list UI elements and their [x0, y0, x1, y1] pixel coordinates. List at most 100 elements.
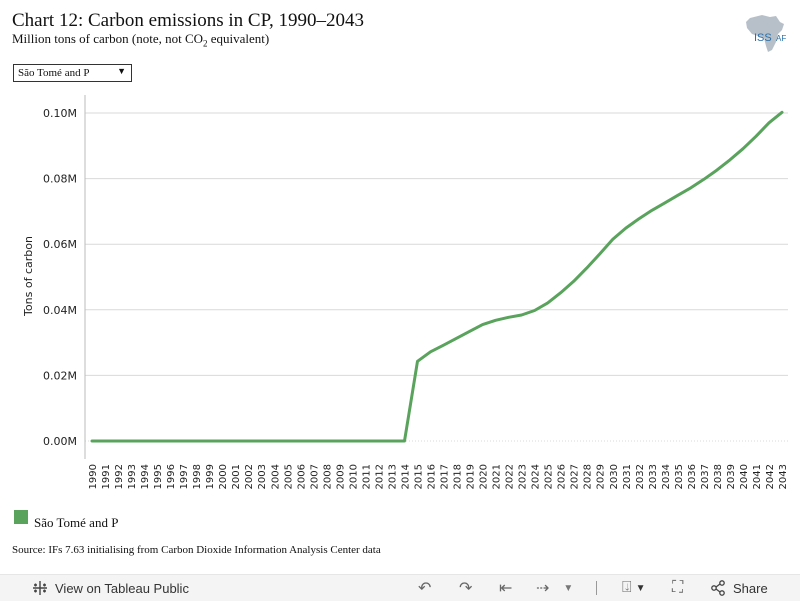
- share-button[interactable]: Share: [710, 575, 768, 601]
- download-icon: ⍗: [622, 579, 632, 596]
- y-axis-label: Tons of carbon: [22, 236, 35, 317]
- x-tick-label: 1991: [101, 464, 112, 489]
- redo-button[interactable]: ↷: [459, 575, 472, 601]
- x-tick-label: 2011: [361, 464, 372, 489]
- x-tick-label: 2014: [400, 464, 411, 489]
- x-tick-label: 2039: [726, 464, 737, 489]
- africa-map-icon: ISS AF: [746, 15, 786, 52]
- dropdown-arrow-icon: ▼: [117, 66, 126, 76]
- x-tick-label: 2005: [283, 464, 294, 489]
- grid-lines: [85, 112, 788, 442]
- refresh-chevron-down-icon: ▼: [563, 582, 574, 594]
- view-on-tableau-button[interactable]: View on Tableau Public: [32, 575, 189, 601]
- y-tick-label: 0.00M: [43, 435, 77, 448]
- x-tick-label: 2027: [570, 464, 581, 489]
- download-chevron-down-icon: ▼: [635, 582, 646, 594]
- subtitle-subscript: 2: [203, 38, 208, 49]
- x-tick-label: 2019: [466, 464, 477, 489]
- x-tick-label: 2001: [231, 464, 242, 489]
- x-tick-label: 2041: [752, 464, 763, 489]
- fullscreen-button[interactable]: ⛶: [672, 575, 683, 601]
- x-tick-label: 2022: [505, 464, 516, 489]
- logo-text: ISS: [754, 32, 772, 44]
- x-tick-label: 2017: [440, 464, 451, 489]
- x-tick-label: 2010: [348, 464, 359, 489]
- x-tick-label: 2008: [322, 464, 333, 489]
- x-tick-label: 2042: [765, 464, 776, 489]
- subtitle-text: Million tons of carbon (note, not CO: [12, 31, 204, 46]
- revert-button[interactable]: ⇤: [499, 575, 512, 601]
- undo-button[interactable]: ↶: [418, 575, 431, 601]
- chart-title: Chart 12: Carbon emissions in CP, 1990–2…: [12, 10, 365, 31]
- x-tick-label: 2006: [296, 464, 307, 489]
- y-tick-label: 0.10M: [43, 107, 77, 120]
- y-tick-label: 0.08M: [43, 173, 77, 186]
- x-tick-label: 2007: [309, 464, 320, 489]
- download-button[interactable]: ⍗ ▼: [622, 575, 646, 601]
- x-tick-label: 2032: [635, 464, 646, 489]
- x-tick-label: 2012: [374, 464, 385, 489]
- y-tick-label: 0.04M: [43, 304, 77, 317]
- tableau-icon: [33, 581, 47, 595]
- toolbar-divider: [596, 581, 597, 595]
- x-tick-label: 2028: [583, 464, 594, 489]
- chart-subtitle: Million tons of carbon (note, not CO2 eq…: [12, 31, 269, 49]
- series-line[interactable]: [90, 110, 784, 443]
- x-tick-label: 2016: [426, 464, 437, 489]
- view-on-tableau-label: View on Tableau Public: [55, 580, 189, 596]
- x-tick-label: 2043: [778, 464, 789, 489]
- refresh-button[interactable]: ⇢ ▼: [536, 575, 573, 601]
- refresh-icon: ⇢: [536, 580, 550, 597]
- x-tick-label: 2029: [596, 464, 607, 489]
- y-tick-label: 0.06M: [43, 238, 77, 251]
- x-tick-label: 2037: [700, 464, 711, 489]
- x-tick-label: 2018: [453, 464, 464, 489]
- share-label: Share: [733, 580, 768, 596]
- x-tick-label: 2003: [257, 464, 268, 489]
- logo-suffix: AF: [776, 34, 786, 43]
- legend-label: São Tomé and P: [34, 515, 119, 530]
- x-tick-label: 2002: [244, 464, 255, 489]
- tableau-toolbar: View on Tableau Public ↶ ↷ ⇤ ⇢ ▼ ⍗ ▼ ⛶ Sha…: [0, 574, 800, 601]
- x-tick-label: 1990: [88, 464, 99, 489]
- x-tick-labels: 1990 1991 1992 1993 1994 1995 1996 1997 1998 1999…: [88, 464, 789, 489]
- x-tick-label: 2000: [218, 464, 229, 489]
- x-tick-label: 2021: [492, 464, 503, 489]
- x-tick-label: 2035: [674, 464, 685, 489]
- x-tick-label: 2031: [622, 464, 633, 489]
- x-tick-label: 2024: [531, 464, 542, 489]
- undo-icon: ↶: [418, 580, 432, 597]
- share-icon: [711, 580, 725, 596]
- x-tick-label: 1994: [140, 464, 151, 489]
- dropdown-selected-value: São Tomé and P: [18, 67, 90, 79]
- y-tick-label: 0.02M: [43, 369, 77, 382]
- x-tick-label: 2023: [518, 464, 529, 489]
- series-lines: [90, 110, 784, 443]
- x-tick-label: 1997: [179, 464, 190, 489]
- x-tick-label: 1999: [205, 464, 216, 489]
- x-tick-label: 1996: [166, 464, 177, 489]
- x-tick-label: 2034: [661, 464, 672, 489]
- source-note: Source: IFs 7.63 initialising from Carbo…: [12, 544, 381, 556]
- x-tick-label: 2038: [713, 464, 724, 489]
- country-filter-dropdown[interactable]: São Tomé and P ▼: [13, 64, 132, 82]
- redo-icon: ↷: [459, 580, 473, 597]
- x-tick-label: 2015: [413, 464, 424, 489]
- x-tick-label: 2004: [270, 464, 281, 489]
- revert-icon: ⇤: [499, 580, 513, 597]
- y-tick-labels: 0.00M 0.02M 0.04M 0.06M 0.08M 0.10M: [43, 107, 77, 448]
- x-tick-label: 1995: [153, 464, 164, 489]
- x-tick-label: 2025: [544, 464, 555, 489]
- x-tick-label: 2020: [479, 464, 490, 489]
- x-tick-label: 2026: [557, 464, 568, 489]
- subtitle-text-end: equivalent): [207, 31, 270, 46]
- x-tick-label: 1993: [127, 464, 138, 489]
- x-tick-label: 2030: [609, 464, 620, 489]
- legend-swatch: [14, 510, 28, 524]
- x-tick-label: 1992: [114, 464, 125, 489]
- x-tick-label: 1998: [192, 464, 203, 489]
- x-tick-label: 2033: [648, 464, 659, 489]
- x-tick-label: 2009: [335, 464, 346, 489]
- x-tick-label: 2013: [387, 464, 398, 489]
